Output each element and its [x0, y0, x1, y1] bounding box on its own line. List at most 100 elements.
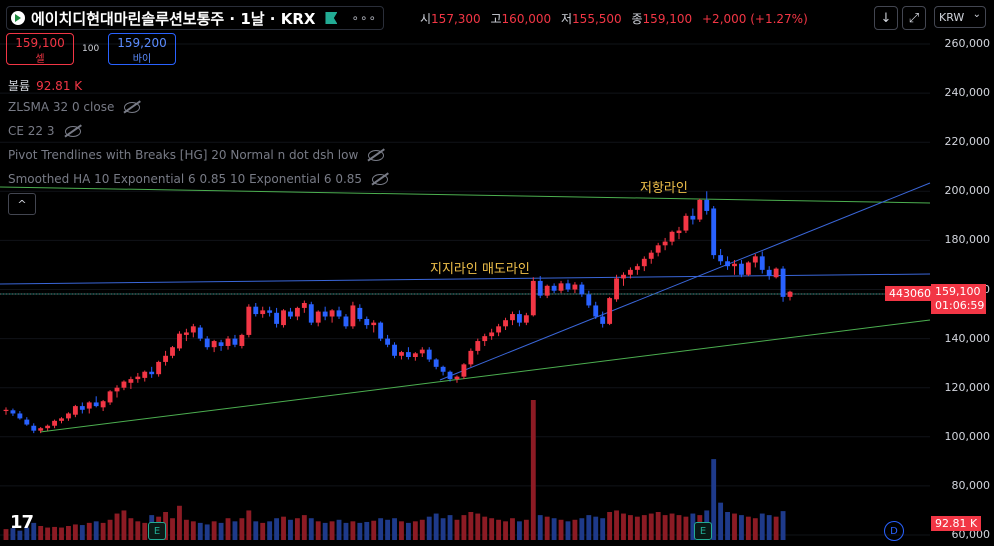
volume-bar: [336, 519, 342, 540]
candle: [745, 261, 751, 276]
currency-select[interactable]: KRW ⌄: [934, 6, 986, 28]
flag-icon[interactable]: [325, 12, 338, 24]
volume-bar: [170, 518, 175, 540]
candle: [211, 339, 217, 353]
volume-bar: [343, 522, 349, 540]
smoothed-ha-indicator[interactable]: Smoothed HA 10 Exponential 6 0.85 10 Exp…: [8, 172, 389, 186]
volume-bar: [260, 522, 266, 540]
open-label: 시: [420, 12, 432, 26]
price-axis-label: 80,000: [951, 478, 991, 492]
volume-bar: [593, 516, 599, 540]
volume-bar: [551, 518, 557, 540]
volume-bar: [204, 524, 210, 540]
volume-bar: [197, 522, 203, 540]
candle: [530, 277, 536, 317]
volume-bar: [66, 526, 71, 540]
volume-bar: [72, 524, 78, 540]
eye-hidden-icon[interactable]: [64, 125, 81, 137]
eye-hidden-icon[interactable]: [372, 173, 389, 185]
candle: [558, 280, 564, 294]
candle: [419, 347, 425, 358]
high-label: 고: [490, 12, 502, 26]
candle: [301, 300, 307, 313]
price-axis-label: 140,000: [944, 331, 991, 345]
volume-bar: [315, 521, 321, 540]
candle: [343, 314, 349, 329]
symbol-header[interactable]: 에이치디현대마린솔루션보통주 · 1날 · KRX ∘∘∘: [6, 6, 385, 30]
eye-hidden-icon[interactable]: [124, 101, 141, 113]
earnings-marker-icon[interactable]: E: [694, 522, 712, 540]
pivot-indicator[interactable]: Pivot Trendlines with Breaks [HG] 20 Nor…: [8, 148, 385, 162]
eye-hidden-icon[interactable]: [368, 149, 385, 161]
candle: [468, 348, 474, 367]
buy-button[interactable]: 159,200 바이: [108, 33, 176, 65]
symbol-logo-icon: [11, 11, 25, 25]
candle: [260, 306, 266, 318]
volume-bar: [766, 515, 772, 540]
resistance-annotation: 저항라인: [640, 181, 688, 196]
volume-bar: [31, 522, 37, 540]
volume-bar: [322, 522, 328, 540]
volume-bar: [232, 521, 238, 540]
candle: [281, 309, 286, 328]
candle: [440, 365, 446, 376]
candle: [128, 376, 134, 389]
price-axis-label: 180,000: [944, 233, 991, 247]
candle: [732, 260, 737, 275]
candle: [412, 352, 418, 361]
arrow-down-icon: ↓: [880, 10, 892, 26]
candle: [766, 266, 772, 280]
ce-indicator[interactable]: CE 22 3: [8, 124, 81, 138]
volume-bar: [385, 519, 391, 540]
candle: [544, 284, 550, 299]
volume-bar: [496, 519, 502, 540]
volume-bar: [433, 513, 439, 540]
volume-bar: [378, 518, 384, 540]
spread-value: 100: [82, 44, 100, 54]
zlsma-indicator[interactable]: ZLSMA 32 0 close: [8, 100, 141, 114]
price-axis-label: 200,000: [944, 184, 991, 198]
volume-bar: [183, 519, 189, 540]
last-price-value: 159,100: [935, 285, 981, 298]
volume-indicator[interactable]: 볼륨 92.81 K: [8, 77, 82, 94]
sell-button[interactable]: 159,100 셀: [6, 33, 74, 65]
volume-bar: [669, 513, 675, 540]
candle: [177, 331, 182, 351]
sell-price: 159,100: [15, 36, 65, 50]
earnings-marker-icon[interactable]: E: [148, 522, 166, 540]
symbol-title[interactable]: 에이치디현대마린솔루션보통주 · 1날 · KRX: [31, 9, 316, 28]
scroll-down-button[interactable]: ↓: [874, 6, 898, 30]
candle: [565, 279, 571, 292]
candle: [627, 267, 633, 279]
candle: [405, 347, 411, 360]
volume-bar: [773, 516, 779, 540]
low-value: 155,500: [572, 12, 622, 26]
more-options-icon[interactable]: ∘∘∘: [351, 11, 378, 25]
candle: [697, 198, 703, 222]
candle: [787, 290, 793, 301]
candle: [350, 301, 356, 329]
candle: [392, 342, 397, 359]
candle: [267, 306, 273, 317]
volume-bar: [683, 516, 689, 540]
volume-bar: [308, 518, 314, 540]
collapse-indicators-button[interactable]: ^: [8, 193, 36, 215]
volume-bar: [655, 512, 661, 540]
tradingview-logo[interactable]: 17: [10, 512, 34, 533]
candle: [197, 325, 203, 342]
volume-bar: [301, 515, 307, 540]
close-label: 종: [631, 12, 643, 26]
volume-bar: [662, 515, 668, 540]
candle: [621, 272, 626, 286]
fullscreen-button[interactable]: ⤢: [902, 6, 926, 30]
volume-bar: [725, 512, 730, 540]
sell-label: 셀: [35, 54, 45, 65]
volume-bar: [329, 521, 335, 540]
candle: [10, 408, 16, 416]
volume-bar: [52, 526, 57, 540]
candle: [114, 385, 120, 398]
volume-bar: [114, 513, 120, 540]
dividend-marker-icon[interactable]: D: [884, 521, 904, 541]
candle: [780, 266, 786, 302]
